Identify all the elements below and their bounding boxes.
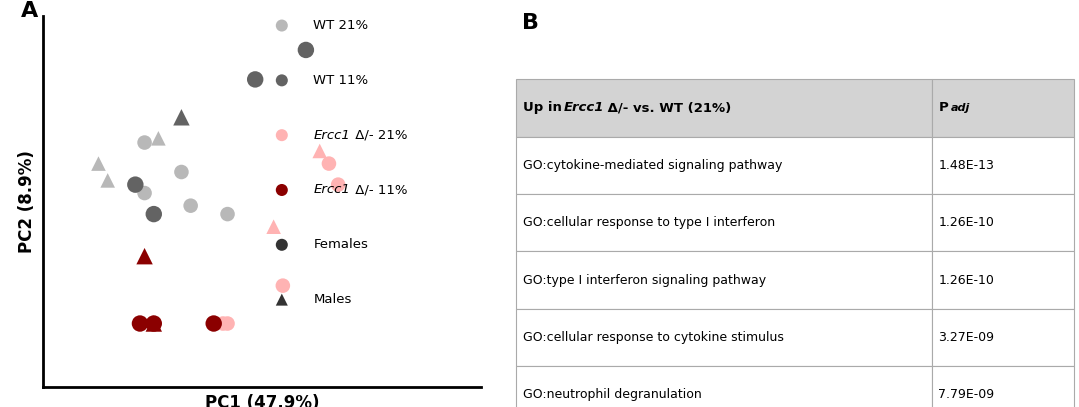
Point bbox=[215, 320, 232, 327]
Text: Ercc1: Ercc1 bbox=[313, 129, 350, 142]
Point bbox=[329, 182, 346, 188]
Point bbox=[146, 320, 163, 327]
FancyBboxPatch shape bbox=[517, 79, 931, 137]
Point bbox=[265, 223, 283, 230]
Text: GO:neutrophil degranulation: GO:neutrophil degranulation bbox=[523, 389, 702, 401]
Text: 1.48E-13: 1.48E-13 bbox=[939, 159, 994, 172]
Point bbox=[136, 253, 153, 259]
Point bbox=[173, 169, 190, 175]
Text: 1.26E-10: 1.26E-10 bbox=[939, 216, 994, 229]
Text: GO:cellular response to type I interferon: GO:cellular response to type I interfero… bbox=[523, 216, 776, 229]
Point bbox=[286, 94, 303, 101]
FancyBboxPatch shape bbox=[517, 137, 931, 194]
Point bbox=[132, 320, 149, 327]
Point bbox=[126, 182, 144, 188]
FancyBboxPatch shape bbox=[931, 194, 1074, 252]
Point bbox=[286, 157, 303, 163]
Point bbox=[182, 202, 200, 209]
X-axis label: PC1 (47.9%): PC1 (47.9%) bbox=[205, 394, 319, 407]
Text: A: A bbox=[22, 2, 39, 22]
Point bbox=[205, 320, 222, 327]
Text: Δ/- 21%: Δ/- 21% bbox=[351, 129, 407, 142]
Text: Δ/- 11%: Δ/- 11% bbox=[351, 184, 407, 197]
Text: 1.26E-10: 1.26E-10 bbox=[939, 274, 994, 287]
FancyBboxPatch shape bbox=[931, 79, 1074, 137]
Point bbox=[146, 211, 163, 217]
Text: GO:cytokine-mediated signaling pathway: GO:cytokine-mediated signaling pathway bbox=[523, 159, 782, 172]
FancyBboxPatch shape bbox=[517, 252, 931, 309]
Text: Δ/- vs. WT (21%): Δ/- vs. WT (21%) bbox=[603, 101, 732, 114]
Text: adj: adj bbox=[951, 103, 970, 113]
Point bbox=[99, 177, 117, 184]
Text: 7.79E-09: 7.79E-09 bbox=[939, 389, 995, 401]
Point bbox=[219, 320, 236, 327]
Point bbox=[297, 47, 314, 53]
Text: GO:cellular response to cytokine stimulus: GO:cellular response to cytokine stimulu… bbox=[523, 331, 784, 344]
FancyBboxPatch shape bbox=[517, 194, 931, 252]
FancyBboxPatch shape bbox=[931, 366, 1074, 407]
Point bbox=[286, 344, 303, 350]
Text: Up in: Up in bbox=[523, 101, 566, 114]
Point bbox=[286, 219, 303, 225]
FancyBboxPatch shape bbox=[517, 366, 931, 407]
Text: GO:type I interferon signaling pathway: GO:type I interferon signaling pathway bbox=[523, 274, 766, 287]
Text: WT 21%: WT 21% bbox=[313, 19, 368, 32]
FancyBboxPatch shape bbox=[931, 252, 1074, 309]
Text: Males: Males bbox=[313, 293, 352, 306]
Point bbox=[150, 135, 167, 142]
Point bbox=[274, 282, 291, 289]
Point bbox=[90, 160, 107, 167]
Text: B: B bbox=[522, 13, 540, 33]
Point bbox=[286, 281, 303, 288]
Point bbox=[173, 114, 190, 120]
Point bbox=[320, 160, 338, 167]
Y-axis label: PC2 (8.9%): PC2 (8.9%) bbox=[18, 150, 37, 253]
Text: Ercc1: Ercc1 bbox=[563, 101, 604, 114]
Point bbox=[311, 148, 328, 154]
Text: WT 11%: WT 11% bbox=[313, 74, 368, 87]
FancyBboxPatch shape bbox=[931, 137, 1074, 194]
Text: Females: Females bbox=[313, 238, 368, 251]
Text: Ercc1: Ercc1 bbox=[313, 184, 350, 197]
Point bbox=[146, 320, 163, 327]
Text: 3.27E-09: 3.27E-09 bbox=[939, 331, 995, 344]
Point bbox=[136, 190, 153, 196]
FancyBboxPatch shape bbox=[517, 309, 931, 366]
Text: P: P bbox=[939, 101, 948, 114]
FancyBboxPatch shape bbox=[931, 309, 1074, 366]
Point bbox=[247, 76, 264, 83]
Point bbox=[136, 139, 153, 146]
Point bbox=[219, 211, 236, 217]
Point bbox=[286, 32, 303, 39]
